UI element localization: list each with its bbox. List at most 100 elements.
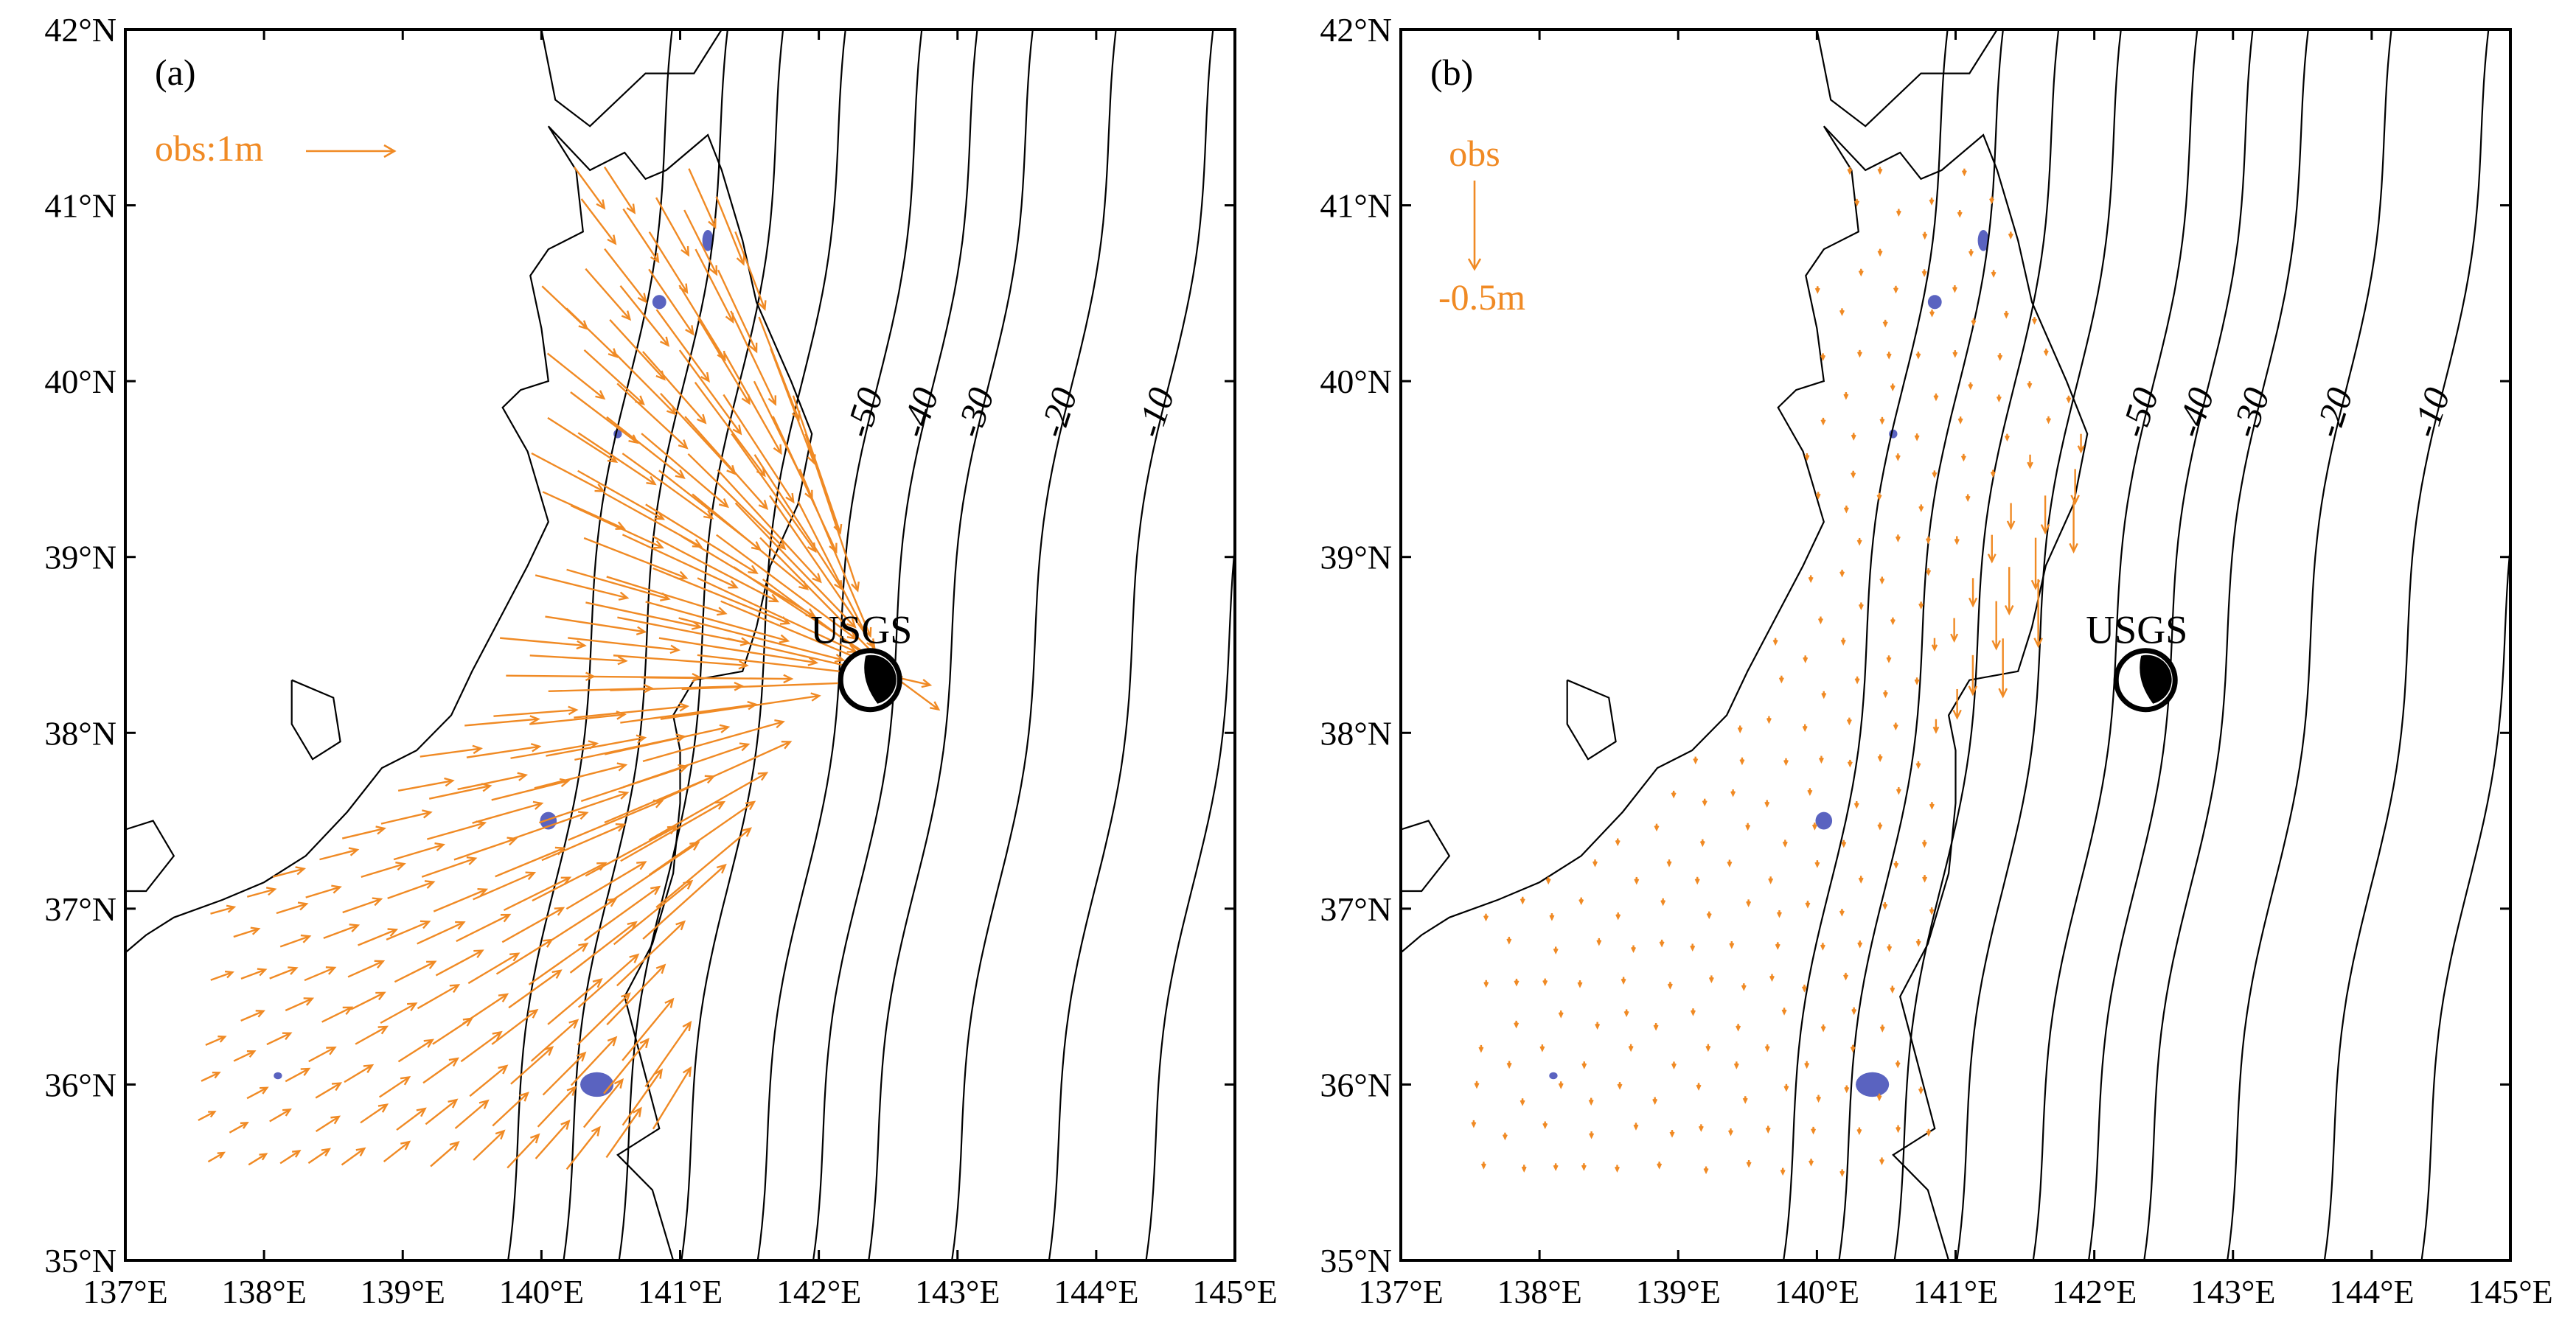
vector-head (1918, 1088, 1924, 1095)
vector-shaft (753, 454, 843, 590)
vector-head (607, 234, 617, 245)
vector-shaft (246, 1086, 268, 1100)
vector-head (637, 293, 647, 304)
vector-head (1596, 940, 1602, 946)
vector-head (1729, 943, 1735, 949)
vector-shaft (393, 843, 444, 861)
vector-shaft (694, 381, 766, 476)
vector-head (807, 542, 817, 554)
vector-head (1660, 900, 1666, 907)
x-tick-label: 141°E (638, 1273, 723, 1310)
vector-head (1746, 901, 1752, 907)
map-frame (1399, 28, 2512, 1262)
vector-shaft (617, 616, 749, 644)
vector-head (633, 1106, 642, 1117)
x-tick-label: 144°E (2329, 1273, 2415, 1310)
vector-head (1693, 758, 1699, 765)
vector-shaft (762, 578, 939, 711)
vector-shaft (688, 168, 717, 228)
vector-head (1803, 657, 1809, 663)
vector-head (259, 1153, 268, 1161)
contour-label: -20 (1031, 383, 1085, 442)
vector-shaft (642, 864, 726, 940)
vector-shaft (473, 872, 535, 901)
vector-shaft (421, 857, 476, 878)
panel-a: 0 -10 -20 -30-40-50 USGS 137°E 138°E 139°E 140°E… (44, 11, 1277, 1310)
vector-shaft (529, 654, 627, 662)
vector-head (1968, 383, 1974, 391)
vector-head (1703, 1167, 1709, 1175)
vector-head (2027, 461, 2033, 469)
vector-shaft (697, 318, 751, 404)
coastline-honshu (125, 125, 813, 1260)
contour-label: -50 (837, 383, 891, 442)
vector-head (400, 1076, 411, 1086)
vector-head (1739, 758, 1745, 766)
vector-head (594, 484, 605, 492)
vector-head (1581, 1165, 1587, 1171)
vector-head (621, 992, 631, 1002)
vector-shaft (622, 999, 674, 1061)
vector-shaft (731, 433, 816, 552)
epicenter-label: USGS (2086, 608, 2187, 652)
vector-head (297, 901, 309, 911)
vector-head (517, 772, 529, 781)
contour-label: -10 (1128, 383, 1183, 442)
vector-head (1882, 691, 1888, 699)
vector-head (1741, 985, 1747, 991)
vector-head (331, 1082, 343, 1092)
vector-shaft (387, 881, 434, 899)
vector-head (551, 969, 563, 979)
epicenter-label: USGS (810, 608, 912, 652)
vector-head (804, 489, 813, 501)
vector-head (807, 657, 819, 666)
vector-head (725, 313, 734, 324)
vector-head (2030, 579, 2041, 590)
vector-shaft (207, 1151, 225, 1163)
vector-shaft (276, 903, 307, 915)
vector-shaft (279, 1150, 300, 1165)
vector-head (1957, 418, 1963, 425)
vector-head (416, 1107, 427, 1117)
vector-shaft (510, 742, 597, 759)
vector-head (1558, 1012, 1564, 1019)
vector-shaft (535, 1120, 570, 1159)
vector-shaft (198, 1111, 215, 1121)
vector-head (1483, 982, 1489, 988)
contour-line (507, 29, 673, 1260)
vector-head (303, 997, 315, 1006)
vector-head (1843, 394, 1849, 400)
vector-shaft (605, 1108, 642, 1159)
vector-shaft (341, 827, 385, 839)
vector-shaft (422, 1058, 459, 1084)
vector-head (349, 924, 361, 932)
vector-head (728, 580, 739, 589)
vector-shaft (466, 745, 540, 758)
y-tick-label: 37°N (44, 890, 116, 928)
vector-shaft (433, 888, 487, 912)
vector-shaft (645, 503, 758, 574)
y-tick-label: 35°N (44, 1242, 116, 1280)
vector-head (466, 856, 478, 865)
vector-head (288, 966, 299, 975)
vector-shaft (539, 792, 628, 824)
vector-head (529, 1133, 540, 1144)
vector-head (1890, 619, 1896, 626)
vector-head (1957, 212, 1963, 218)
vector-head (1896, 1126, 1901, 1134)
vector-head (1914, 679, 1920, 685)
vector-head (726, 464, 737, 475)
vector-head (1918, 603, 1924, 610)
vector-head (1614, 1166, 1620, 1173)
vector-shaft (492, 1092, 529, 1127)
vector-head (607, 1036, 618, 1047)
y-tick-label: 37°N (1320, 890, 1392, 928)
vector-shaft (569, 921, 637, 974)
vector-head (372, 897, 383, 907)
vector-head (1631, 946, 1637, 954)
vector-head (692, 539, 703, 548)
vector-head (1886, 657, 1892, 663)
vector-head (2069, 542, 2078, 554)
vector-shaft (603, 1038, 650, 1095)
vector-head (1950, 633, 1959, 643)
